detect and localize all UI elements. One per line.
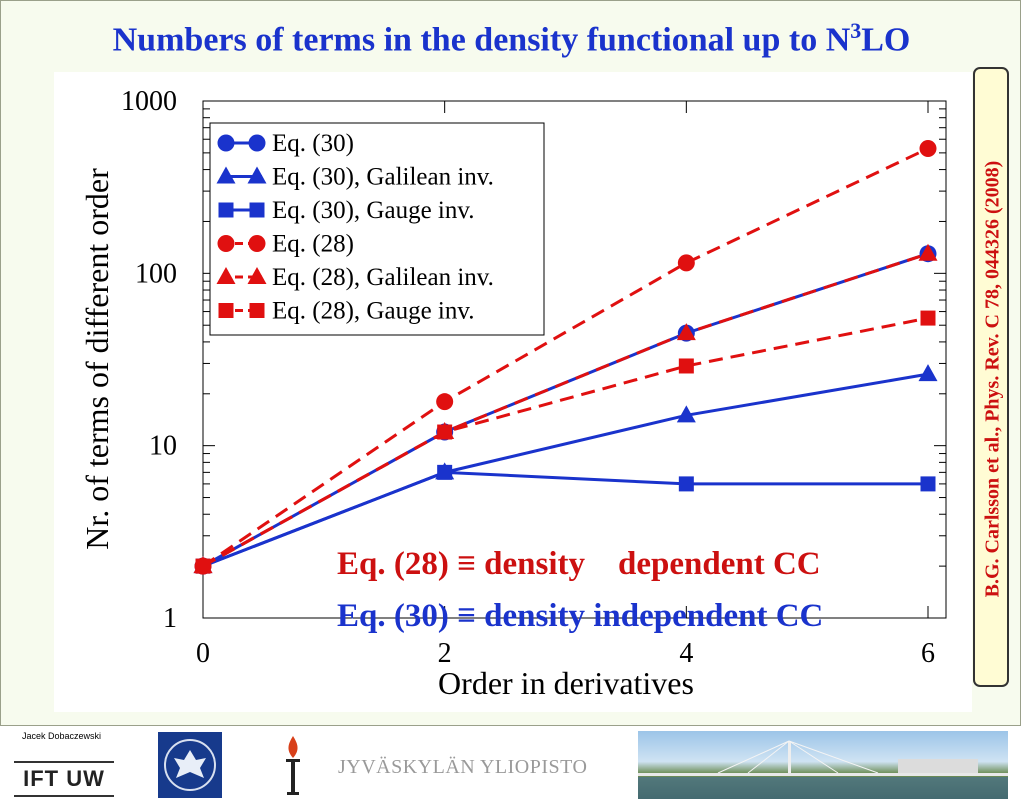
legend-marker-2 bbox=[218, 202, 234, 218]
data-point-s3-1 bbox=[436, 393, 454, 411]
legend-marker-4 bbox=[216, 267, 236, 284]
x-tick-label: 0 bbox=[196, 638, 210, 669]
author-name: Jacek Dobaczewski bbox=[22, 731, 102, 741]
x-tick-label: 4 bbox=[679, 638, 693, 669]
data-point-s2-1 bbox=[437, 464, 453, 480]
ift-uw-logo: IFT UW bbox=[14, 761, 114, 797]
footer: Jacek Dobaczewski IFT UW JYVÄSKYLÄN YLIO… bbox=[0, 726, 1023, 801]
data-point-s3-3 bbox=[919, 140, 937, 158]
data-point-s1-2 bbox=[676, 405, 696, 423]
page-title: Numbers of terms in the density function… bbox=[112, 18, 911, 59]
series-line-5 bbox=[202, 316, 929, 568]
annotation-0: Eq. (28) ≡ density dependent CC bbox=[337, 546, 821, 582]
legend-marker-5-b bbox=[249, 303, 265, 318]
data-point-s2-3 bbox=[920, 476, 936, 492]
legend-marker-0-b bbox=[248, 134, 266, 152]
data-point-s2-2 bbox=[678, 476, 694, 492]
university-seal-icon bbox=[158, 732, 222, 798]
legend-box bbox=[209, 122, 545, 336]
legend-marker-3-b bbox=[248, 235, 266, 252]
data-point-s5-3 bbox=[920, 310, 936, 326]
legend-marker-1 bbox=[216, 166, 236, 184]
torch-logo-icon bbox=[282, 734, 304, 796]
legend-marker-0 bbox=[217, 134, 235, 152]
citation-box: B.G. Carlsson et al., Phys. Rev. C 78, 0… bbox=[973, 67, 1009, 687]
x-tick-label: 6 bbox=[921, 638, 935, 669]
legend-label-0: Eq. (30) bbox=[272, 130, 354, 157]
legend-label-4: Eq. (28), Galilean inv. bbox=[272, 264, 494, 291]
y-tick-label: 1000 bbox=[121, 86, 177, 117]
legend-marker-2-b bbox=[249, 202, 265, 218]
y-tick-label: 1 bbox=[163, 603, 177, 634]
legend-label-5: Eq. (28), Gauge inv. bbox=[272, 298, 475, 325]
data-point-s5-1 bbox=[437, 424, 453, 440]
legend-label-2: Eq. (30), Gauge inv. bbox=[272, 197, 475, 224]
legend-marker-3 bbox=[217, 235, 235, 252]
campus-photo bbox=[638, 731, 1008, 799]
plot-frame bbox=[202, 100, 947, 619]
annotation-1: Eq. (30) ≡ density independent CC bbox=[337, 598, 823, 634]
series-line-2 bbox=[202, 470, 928, 568]
university-name: JYVÄSKYLÄN YLIOPISTO bbox=[338, 756, 588, 778]
legend-marker-5 bbox=[218, 303, 234, 318]
series-line-3 bbox=[202, 147, 929, 568]
x-axis-label: Order in derivatives bbox=[438, 665, 694, 701]
data-point-s5-2 bbox=[678, 358, 694, 374]
x-tick-label: 2 bbox=[438, 638, 452, 669]
legend-label-1: Eq. (30), Galilean inv. bbox=[272, 164, 494, 191]
data-point-s1-3 bbox=[918, 364, 938, 382]
legend-label-3: Eq. (28) bbox=[272, 231, 354, 258]
legend-marker-1-b bbox=[247, 166, 267, 184]
data-point-s4-2 bbox=[676, 323, 696, 341]
data-point-s3-2 bbox=[677, 254, 695, 272]
line-chart: 1 10 100 1000 0 2 4 6 Order in derivatives Nr. of… bbox=[54, 72, 972, 712]
y-tick-label: 100 bbox=[135, 258, 177, 289]
y-tick-label: 10 bbox=[149, 431, 177, 462]
y-axis-label: Nr. of terms of different order bbox=[79, 168, 115, 550]
data-point-s4-3 bbox=[918, 243, 938, 261]
legend-marker-4-b bbox=[247, 267, 267, 284]
data-point-s5-0 bbox=[195, 558, 211, 574]
